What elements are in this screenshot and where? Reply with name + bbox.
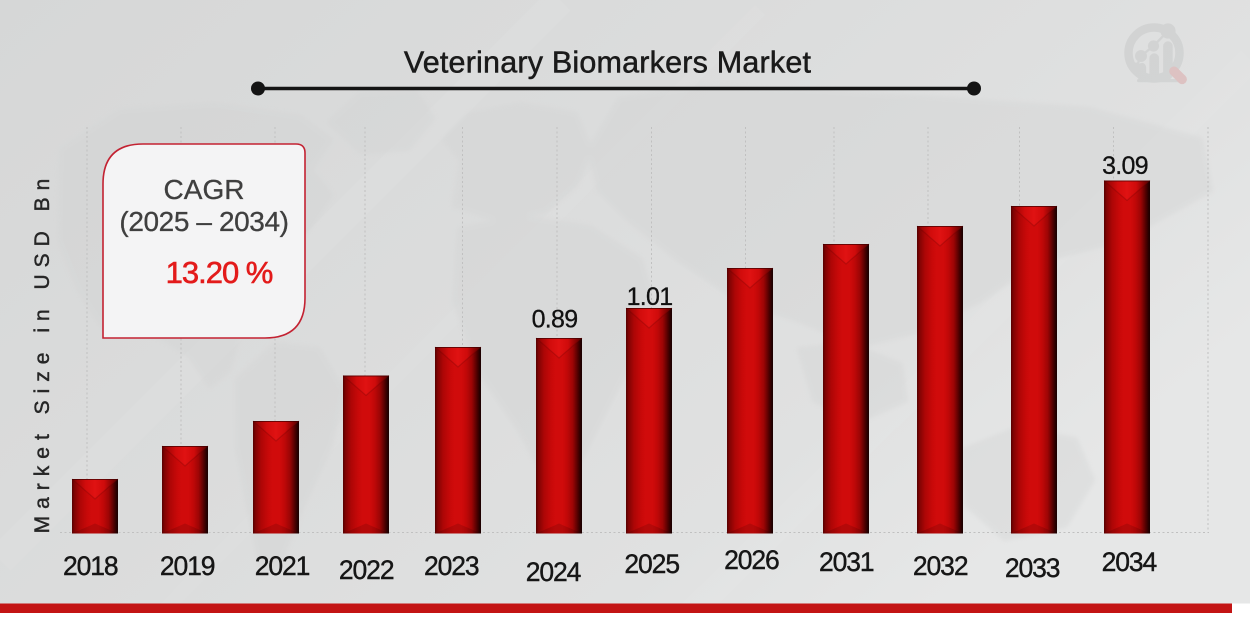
svg-text:CAGR: CAGR bbox=[164, 174, 245, 205]
svg-text:2031: 2031 bbox=[819, 547, 874, 577]
svg-text:2025: 2025 bbox=[624, 549, 679, 579]
svg-text:2024: 2024 bbox=[526, 557, 581, 587]
svg-text:3.09: 3.09 bbox=[1102, 152, 1148, 180]
svg-text:2022: 2022 bbox=[339, 555, 394, 585]
svg-text:0.89: 0.89 bbox=[532, 305, 578, 333]
svg-text:1.01: 1.01 bbox=[627, 283, 673, 311]
svg-text:2019: 2019 bbox=[160, 551, 215, 581]
svg-text:2021: 2021 bbox=[255, 551, 310, 581]
svg-text:Veterinary Biomarkers Market: Veterinary Biomarkers Market bbox=[404, 46, 812, 80]
svg-text:2032: 2032 bbox=[913, 551, 968, 581]
svg-text:2034: 2034 bbox=[1102, 547, 1157, 577]
svg-text:2026: 2026 bbox=[724, 545, 779, 575]
svg-text:2033: 2033 bbox=[1005, 553, 1060, 583]
svg-text:2023: 2023 bbox=[424, 551, 479, 581]
svg-text:13.20 %: 13.20 % bbox=[166, 255, 273, 290]
svg-text:2018: 2018 bbox=[63, 551, 118, 581]
svg-text:(2025 – 2034): (2025 – 2034) bbox=[119, 206, 288, 237]
svg-text:Market Size in USD Bn: Market Size in USD Bn bbox=[31, 172, 54, 534]
